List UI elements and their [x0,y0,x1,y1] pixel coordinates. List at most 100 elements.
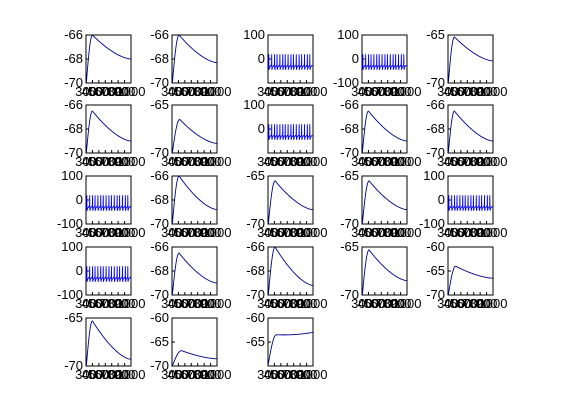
subplots: -66-68-703004005006007008009001000-66-68… [57,27,507,382]
y-tick-label: -60 [246,310,265,325]
x-tick-label: 900 [476,154,498,169]
x-tick-label: 400 [82,225,104,240]
y-tick-label: -68 [150,51,169,66]
trace-line [362,110,407,153]
x-tick-label: 300 [161,367,183,382]
x-tick-label: 500 [174,367,196,382]
x-tick-label: 300 [351,296,373,311]
y-tick-label: -65 [150,334,169,349]
x-tick-label: 900 [200,367,222,382]
y-tick-label: -100 [333,75,359,90]
x-tick-label: 600 [94,367,116,382]
y-tick-label: -70 [150,75,169,90]
x-tick-label: 900 [476,225,498,240]
y-tick-label: -68 [150,192,169,207]
x-tick-label: 500 [450,225,472,240]
x-tick-label: 600 [276,367,298,382]
x-tick-label: 500 [174,84,196,99]
y-tick-label: -65 [150,97,169,112]
x-tick-label: 700 [377,154,399,169]
y-tick-label: -70 [64,145,83,160]
x-tick-label: 900 [390,84,412,99]
trace-line [172,35,217,83]
x-tick-label: 1000 [299,154,328,169]
y-tick-label: -66 [64,97,83,112]
x-tick-label: 500 [270,225,292,240]
x-tick-label: 300 [257,84,279,99]
trace-line [86,266,131,282]
y-tick-label: -70 [150,145,169,160]
x-tick-label: 800 [193,84,215,99]
y-tick-label: 0 [258,51,265,66]
trace-line [172,252,217,295]
x-tick-label: 400 [264,154,286,169]
trace-line [362,180,407,224]
x-tick-label: 300 [75,225,97,240]
x-tick-label: 800 [469,84,491,99]
x-tick-label: 1000 [393,154,422,169]
x-tick-label: 300 [161,296,183,311]
y-tick-label: -65 [64,310,83,325]
x-tick-label: 400 [82,84,104,99]
x-tick-label: 800 [107,296,129,311]
x-tick-label: 700 [101,84,123,99]
x-tick-label: 800 [107,225,129,240]
x-tick-label: 1000 [203,84,232,99]
x-tick-label: 800 [289,296,311,311]
x-tick-label: 800 [193,225,215,240]
x-tick-label: 800 [289,367,311,382]
x-tick-label: 300 [257,367,279,382]
x-tick-label: 1000 [117,84,146,99]
x-tick-label: 600 [94,296,116,311]
x-tick-label: 700 [463,225,485,240]
trace-line [86,35,131,83]
x-tick-label: 800 [193,154,215,169]
trace-line [86,110,131,153]
y-tick-label: -70 [426,75,445,90]
x-tick-label: 800 [383,225,405,240]
x-tick-label: 900 [296,84,318,99]
x-tick-label: 900 [114,84,136,99]
x-tick-label: 300 [161,84,183,99]
x-tick-label: 900 [114,367,136,382]
x-tick-label: 800 [469,296,491,311]
y-tick-label: 0 [438,192,445,207]
x-tick-label: 1000 [479,84,508,99]
x-tick-label: 400 [168,367,190,382]
x-tick-label: 500 [270,296,292,311]
x-tick-label: 500 [270,367,292,382]
x-tick-label: 1000 [203,367,232,382]
x-tick-label: 900 [200,154,222,169]
y-tick-label: -68 [64,121,83,136]
x-tick-label: 700 [101,154,123,169]
x-tick-label: 300 [437,296,459,311]
x-tick-label: 600 [370,225,392,240]
x-tick-label: 300 [75,296,97,311]
x-tick-label: 500 [174,296,196,311]
trace-line [362,249,407,295]
x-tick-label: 600 [456,225,478,240]
x-tick-label: 300 [75,84,97,99]
y-tick-label: -68 [150,263,169,278]
y-tick-label: -70 [340,216,359,231]
y-tick-label: -66 [150,168,169,183]
x-tick-label: 400 [264,296,286,311]
x-tick-label: 300 [437,154,459,169]
trace-line [448,195,493,211]
x-tick-label: 400 [264,225,286,240]
x-tick-label: 400 [82,367,104,382]
x-tick-label: 500 [88,84,110,99]
axes-box [85,317,132,367]
y-tick-label: -70 [64,75,83,90]
y-tick-label: -65 [340,239,359,254]
